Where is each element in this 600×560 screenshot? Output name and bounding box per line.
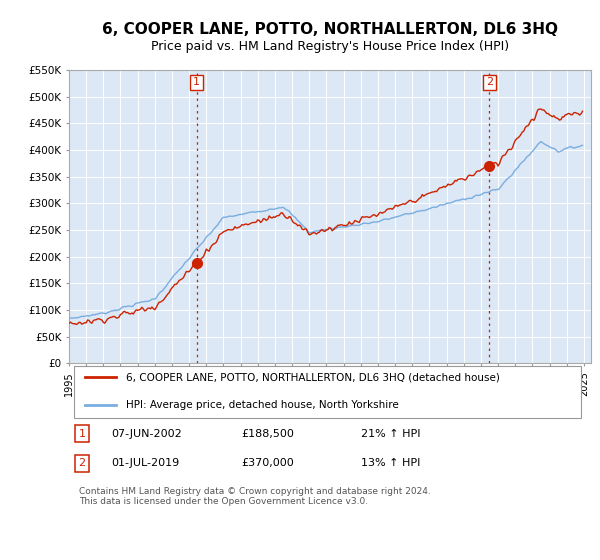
Text: 6, COOPER LANE, POTTO, NORTHALLERTON, DL6 3HQ (detached house): 6, COOPER LANE, POTTO, NORTHALLERTON, DL… bbox=[127, 372, 500, 382]
Text: £188,500: £188,500 bbox=[241, 429, 294, 439]
Text: Contains HM Land Registry data © Crown copyright and database right 2024.
This d: Contains HM Land Registry data © Crown c… bbox=[79, 487, 431, 506]
Text: 13% ↑ HPI: 13% ↑ HPI bbox=[361, 458, 421, 468]
Text: HPI: Average price, detached house, North Yorkshire: HPI: Average price, detached house, Nort… bbox=[127, 400, 399, 410]
Text: 01-JUL-2019: 01-JUL-2019 bbox=[111, 458, 179, 468]
Text: 2: 2 bbox=[486, 77, 493, 87]
Text: 1: 1 bbox=[79, 429, 86, 439]
Text: 6, COOPER LANE, POTTO, NORTHALLERTON, DL6 3HQ: 6, COOPER LANE, POTTO, NORTHALLERTON, DL… bbox=[102, 22, 558, 38]
Text: Price paid vs. HM Land Registry's House Price Index (HPI): Price paid vs. HM Land Registry's House … bbox=[151, 40, 509, 53]
FancyBboxPatch shape bbox=[74, 366, 581, 418]
Text: 2: 2 bbox=[79, 458, 86, 468]
Text: 21% ↑ HPI: 21% ↑ HPI bbox=[361, 429, 421, 439]
Text: 07-JUN-2002: 07-JUN-2002 bbox=[111, 429, 182, 439]
Text: £370,000: £370,000 bbox=[241, 458, 294, 468]
Text: 1: 1 bbox=[193, 77, 200, 87]
